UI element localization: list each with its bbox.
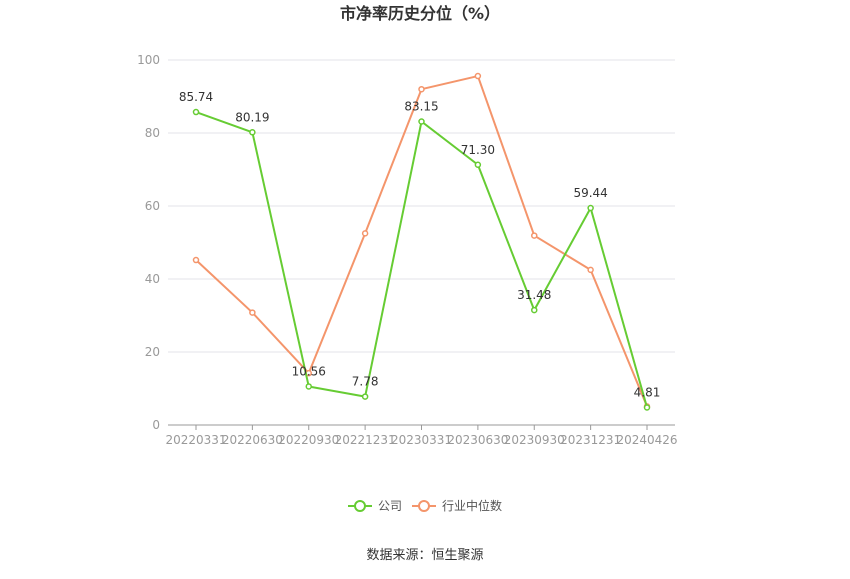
- data-label: 83.15: [404, 100, 438, 114]
- data-point: [531, 232, 538, 239]
- data-label: 71.30: [461, 143, 495, 157]
- x-tick-label: 20221231: [335, 433, 396, 447]
- axes: 0 20 40 60 80 100 2022033120220630202209302022…: [137, 53, 677, 447]
- data-point: [587, 266, 594, 274]
- x-tick-label: 20230630: [447, 433, 508, 447]
- legend-marker: [354, 500, 366, 512]
- x-tick-label: 20230930: [504, 433, 565, 447]
- y-tick-label: 100: [137, 53, 160, 67]
- data-point: [418, 85, 425, 93]
- legend-label: 行业中位数: [442, 498, 502, 513]
- data-point: [418, 118, 425, 125]
- data-point: [361, 230, 369, 237]
- data-point: [305, 383, 312, 390]
- legend-marker: [418, 500, 430, 512]
- source-note: 数据来源：恒生聚源: [366, 548, 483, 563]
- x-tick-label: 20230331: [391, 433, 452, 447]
- data-labels: 85.74 80.19 10.56 7.78 83.15 71.30 31.48 59.44 4…: [179, 90, 661, 399]
- legend: 公司 行业中位数: [348, 498, 502, 513]
- chart-title: 市净率历史分位（%）: [340, 4, 500, 23]
- series-line-company: [195, 111, 648, 408]
- data-label: 59.44: [573, 186, 607, 200]
- data-point: [531, 306, 538, 314]
- data-label: 7.78: [352, 375, 379, 389]
- data-label: 31.48: [517, 288, 551, 302]
- series-layer: [192, 72, 651, 411]
- y-tick-label: 20: [145, 345, 160, 359]
- data-point: [249, 309, 256, 316]
- legend-label: 公司: [378, 499, 402, 513]
- data-point: [249, 129, 256, 136]
- x-tick-label: 20231231: [560, 433, 621, 447]
- data-label: 80.19: [235, 110, 269, 124]
- y-tick-label: 60: [145, 199, 160, 213]
- data-point: [587, 204, 594, 212]
- y-tick-label: 40: [145, 272, 160, 286]
- data-point: [192, 256, 200, 264]
- x-tick-label: 20220930: [278, 433, 339, 447]
- x-tick-label: 20220331: [165, 433, 226, 447]
- y-tick-label: 80: [145, 126, 160, 140]
- data-point: [474, 72, 482, 80]
- data-label: 4.81: [634, 385, 661, 399]
- data-point: [474, 161, 482, 169]
- data-point: [643, 404, 651, 411]
- y-tick-label: 0: [152, 418, 160, 432]
- data-label: 10.56: [292, 364, 326, 378]
- x-tick-label: 20240426: [616, 433, 677, 447]
- x-tick-label: 20220630: [222, 433, 283, 447]
- data-point: [192, 108, 200, 116]
- data-label: 85.74: [179, 90, 213, 104]
- data-point: [361, 393, 369, 400]
